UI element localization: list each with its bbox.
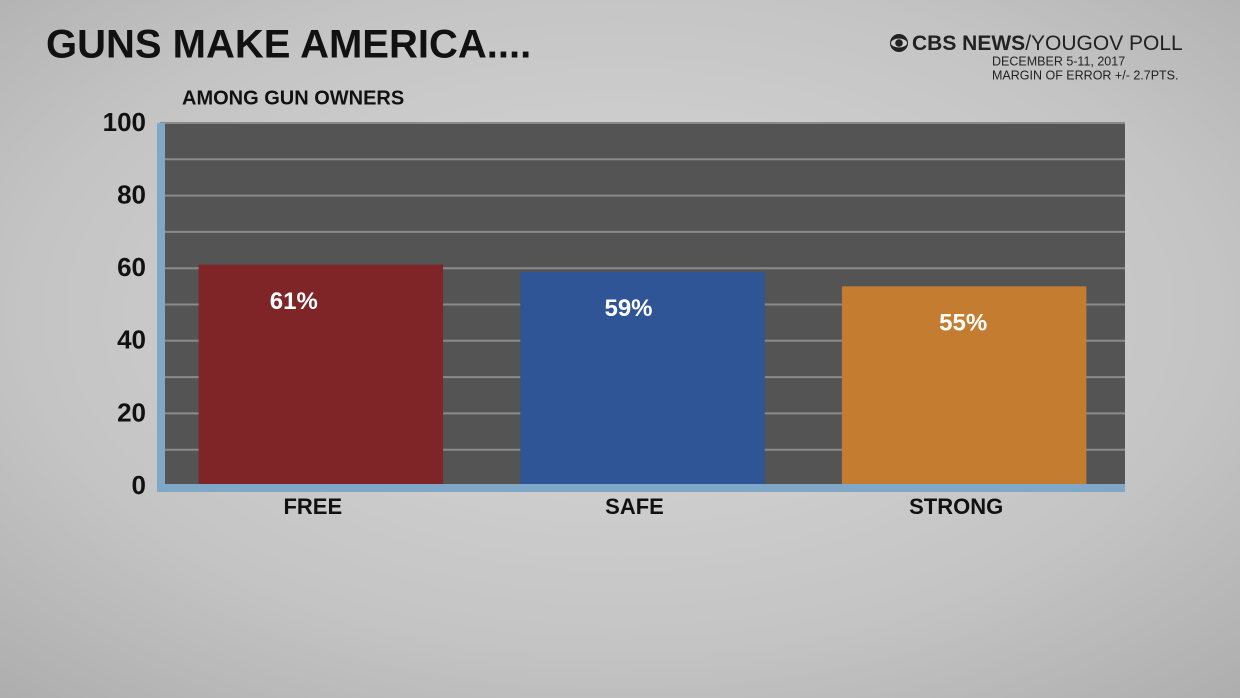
y-tick-label: 60	[117, 252, 146, 282]
cbs-logo	[890, 34, 908, 52]
x-axis	[157, 484, 1125, 492]
y-tick-label: 80	[117, 179, 146, 209]
source-poll: /YOUGOV POLL	[1025, 32, 1183, 55]
source-brand: CBS NEWS	[912, 32, 1025, 55]
value-label: 55%	[939, 310, 987, 337]
y-tick-label: 20	[117, 397, 146, 427]
bar	[198, 264, 444, 486]
x-tick-label: SAFE	[605, 494, 664, 519]
value-label: 61%	[270, 288, 318, 315]
y-tick-label: 40	[117, 325, 146, 355]
x-tick-label: FREE	[283, 494, 342, 519]
source-dates: DECEMBER 5-11, 2017	[992, 54, 1125, 68]
source-margin: MARGIN OF ERROR +/- 2.7PTS.	[992, 68, 1179, 82]
chart-title: GUNS MAKE AMERICA....	[46, 23, 531, 67]
source: CBS NEWS/YOUGOV POLL	[912, 32, 1183, 55]
value-label: 59%	[604, 295, 652, 322]
y-axis	[157, 123, 165, 492]
bar	[520, 271, 765, 486]
chart-subtitle: AMONG GUN OWNERS	[182, 87, 404, 109]
y-tick-label: 0	[132, 470, 146, 500]
y-tick-label: 100	[103, 107, 146, 137]
bar	[841, 286, 1087, 486]
x-tick-label: STRONG	[909, 494, 1003, 519]
